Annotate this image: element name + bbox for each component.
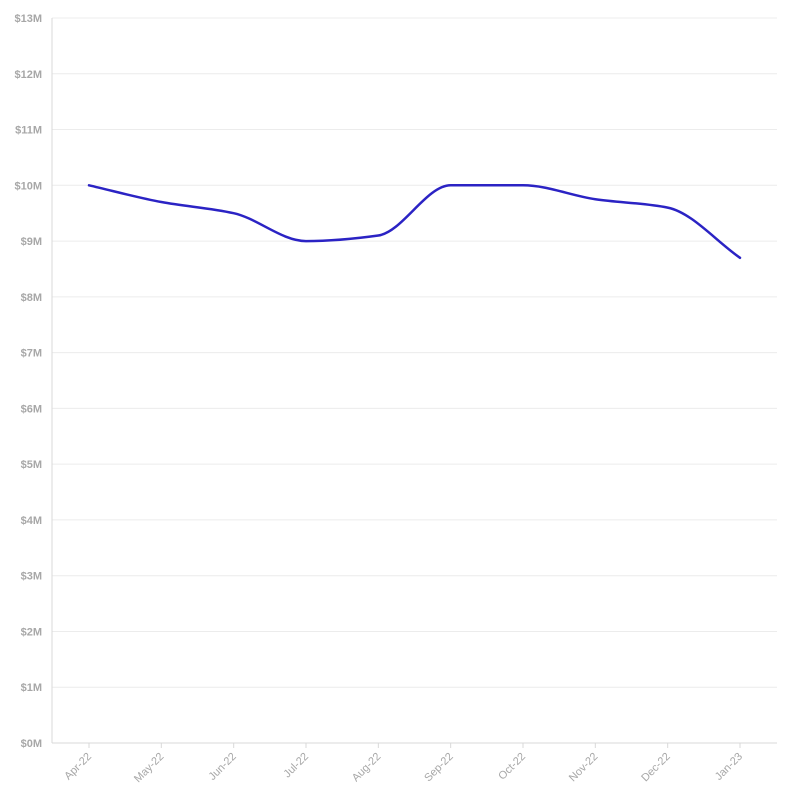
x-tick-label: Jul-22 <box>281 751 311 781</box>
series-line-0 <box>87 184 742 260</box>
x-tick-label: Jun-22 <box>207 751 239 783</box>
y-axis-tick-labels: $0M $1M $2M $3M $4M $5M $6M $7M $8M $9M $10M $11M $1… <box>14 13 42 750</box>
y-tick-label: $6M <box>21 403 42 415</box>
x-tick-label: Oct-22 <box>496 751 528 783</box>
y-tick-label: $3M <box>21 571 42 583</box>
axes <box>51 18 741 748</box>
x-tick-label: May-22 <box>132 751 166 785</box>
y-tick-label: $11M <box>15 125 42 137</box>
y-tick-label: $5M <box>21 459 42 471</box>
y-tick-label: $0M <box>21 738 42 750</box>
y-tick-label: $1M <box>21 682 42 694</box>
y-tick-label: $4M <box>21 515 42 527</box>
series-lines <box>87 184 742 260</box>
y-tick-label: $8M <box>21 292 42 304</box>
grid-lines <box>52 17 777 744</box>
y-tick-label: $10M <box>14 180 42 192</box>
y-tick-label: $9M <box>21 236 42 248</box>
y-tick-label: $2M <box>21 626 42 638</box>
x-tick-label: Sep-22 <box>422 751 456 785</box>
x-tick-label: Aug-22 <box>350 751 384 785</box>
x-tick-label: Dec-22 <box>639 751 673 785</box>
x-tick-label: Jan-23 <box>713 751 745 783</box>
x-tick-label: Nov-22 <box>567 751 601 785</box>
x-axis-tick-labels: Apr-22 May-22 Jun-22 Jul-22 Aug-22 Sep-22 Oct-… <box>62 751 745 785</box>
x-tick-label: Apr-22 <box>62 751 94 783</box>
y-tick-label: $12M <box>14 69 42 81</box>
y-tick-label: $13M <box>14 13 42 25</box>
y-tick-label: $7M <box>21 348 42 360</box>
